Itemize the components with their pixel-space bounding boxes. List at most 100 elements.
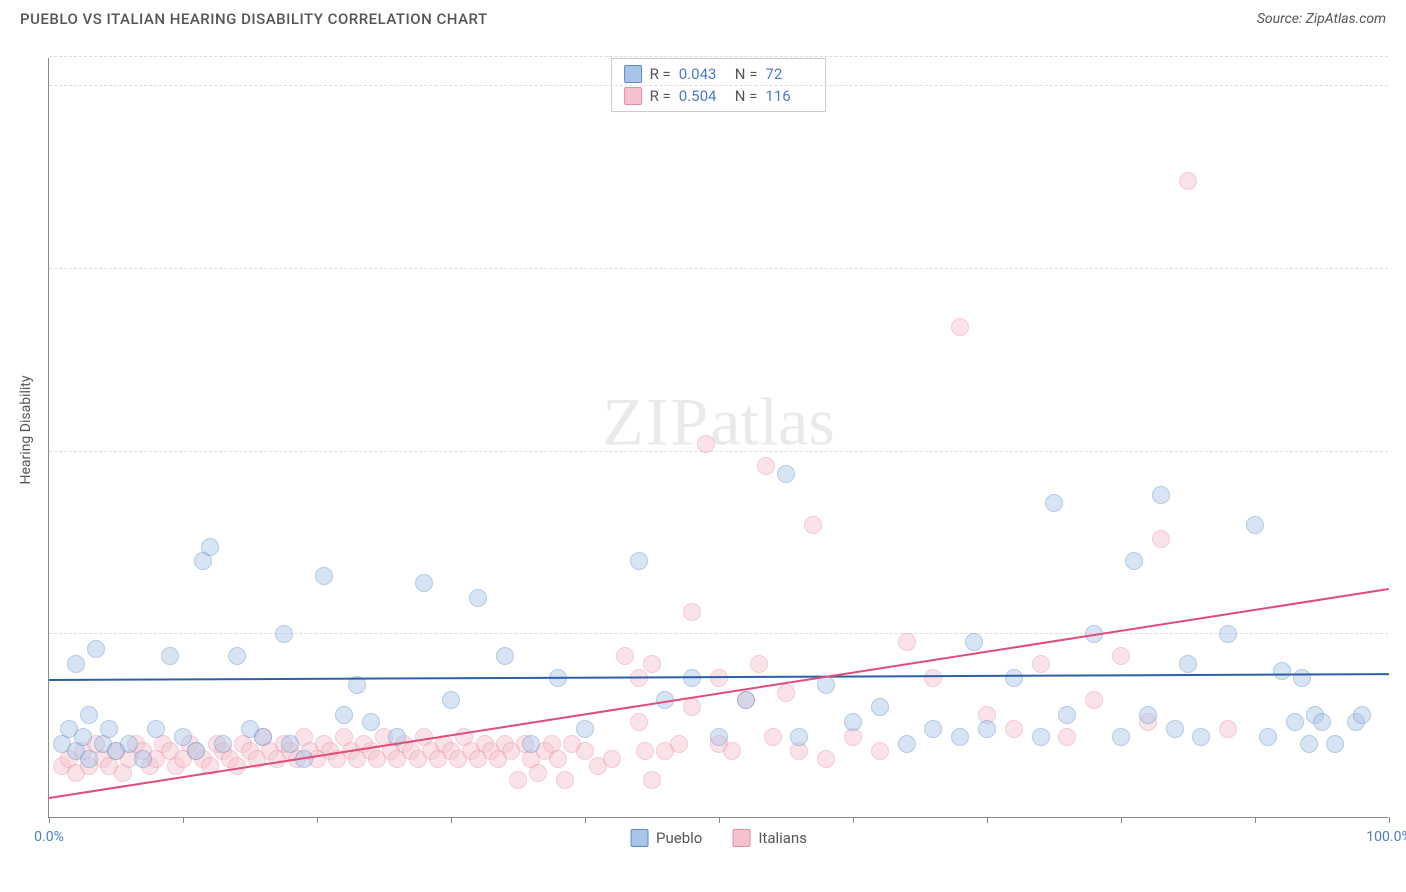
scatter-point-italians (757, 457, 775, 475)
x-tick (987, 817, 988, 823)
scatter-point-pueblo (777, 465, 795, 483)
x-tick (183, 817, 184, 823)
scatter-point-italians (636, 742, 654, 760)
scatter-point-italians (1219, 720, 1237, 738)
scatter-point-italians (723, 742, 741, 760)
x-tick (49, 817, 50, 823)
scatter-point-pueblo (1313, 713, 1331, 731)
scatter-point-pueblo (469, 589, 487, 607)
scatter-point-pueblo (362, 713, 380, 731)
scatter-point-pueblo (1125, 552, 1143, 570)
scatter-point-pueblo (80, 706, 98, 724)
watermark-atlas: atlas (710, 384, 835, 460)
swatch-pueblo (624, 65, 642, 83)
bottom-legend: Pueblo Italians (630, 829, 807, 847)
stat-n-italians: 116 (765, 87, 813, 105)
scatter-point-pueblo (522, 735, 540, 753)
scatter-point-pueblo (415, 574, 433, 592)
scatter-point-italians (1112, 647, 1130, 665)
scatter-point-pueblo (898, 735, 916, 753)
scatter-point-italians (871, 742, 889, 760)
scatter-point-pueblo (737, 691, 755, 709)
scatter-point-pueblo (1152, 486, 1170, 504)
chart-plot-area: ZIPatlas R = 0.043 N = 72 R = 0.504 N = … (48, 58, 1388, 818)
grid-line (49, 85, 1388, 86)
scatter-point-italians (777, 684, 795, 702)
x-tick (1389, 817, 1390, 823)
scatter-point-pueblo (710, 728, 728, 746)
scatter-point-italians (1179, 172, 1197, 190)
grid-line (49, 633, 1388, 634)
scatter-point-pueblo (871, 698, 889, 716)
legend-item-italians: Italians (732, 829, 807, 847)
x-tick (317, 817, 318, 823)
stat-n-pueblo: 72 (765, 65, 813, 83)
scatter-point-italians (1005, 720, 1023, 738)
watermark-zip: ZIP (602, 384, 710, 460)
scatter-point-pueblo (965, 633, 983, 651)
scatter-point-italians (1152, 530, 1170, 548)
scatter-point-italians (556, 771, 574, 789)
scatter-point-italians (529, 764, 547, 782)
scatter-point-pueblo (281, 735, 299, 753)
swatch-italians (732, 829, 750, 847)
scatter-point-pueblo (951, 728, 969, 746)
scatter-point-italians (710, 669, 728, 687)
scatter-point-pueblo (442, 691, 460, 709)
x-tick-label: 100.0% (1366, 829, 1406, 845)
scatter-point-pueblo (1219, 625, 1237, 643)
scatter-point-pueblo (1353, 706, 1371, 724)
scatter-point-pueblo (1112, 728, 1130, 746)
x-tick (853, 817, 854, 823)
scatter-point-pueblo (576, 720, 594, 738)
scatter-point-pueblo (174, 728, 192, 746)
x-tick (1121, 817, 1122, 823)
x-tick (585, 817, 586, 823)
scatter-point-italians (750, 655, 768, 673)
scatter-point-italians (1085, 691, 1103, 709)
stat-row-pueblo: R = 0.043 N = 72 (624, 63, 814, 85)
scatter-point-italians (630, 713, 648, 731)
y-axis-label: Hearing Disability (18, 376, 34, 485)
chart-source: Source: ZipAtlas.com (1257, 11, 1386, 27)
scatter-point-italians (1032, 655, 1050, 673)
scatter-point-pueblo (817, 676, 835, 694)
scatter-point-italians (576, 742, 594, 760)
scatter-point-pueblo (315, 567, 333, 585)
grid-line (49, 56, 1388, 57)
x-tick (719, 817, 720, 823)
stat-r-italians: 0.504 (679, 87, 727, 105)
grid-line (49, 451, 1388, 452)
scatter-point-pueblo (790, 728, 808, 746)
scatter-point-pueblo (630, 552, 648, 570)
scatter-point-pueblo (1058, 706, 1076, 724)
scatter-point-pueblo (1326, 735, 1344, 753)
scatter-point-pueblo (187, 742, 205, 760)
stat-n-label: N = (735, 87, 758, 105)
scatter-point-italians (764, 728, 782, 746)
scatter-point-italians (924, 669, 942, 687)
scatter-point-italians (549, 750, 567, 768)
scatter-point-italians (643, 771, 661, 789)
scatter-point-italians (898, 633, 916, 651)
stat-r-label: R = (650, 65, 671, 83)
scatter-point-pueblo (496, 647, 514, 665)
scatter-point-pueblo (254, 728, 272, 746)
scatter-point-pueblo (1032, 728, 1050, 746)
scatter-point-pueblo (1273, 662, 1291, 680)
stat-r-pueblo: 0.043 (679, 65, 727, 83)
scatter-point-italians (683, 603, 701, 621)
scatter-point-pueblo (67, 655, 85, 673)
legend-label-pueblo: Pueblo (656, 829, 702, 847)
scatter-point-pueblo (1179, 655, 1197, 673)
stat-n-label: N = (735, 65, 758, 83)
scatter-point-pueblo (1139, 706, 1157, 724)
scatter-point-pueblo (147, 720, 165, 738)
stat-row-italians: R = 0.504 N = 116 (624, 85, 814, 107)
x-tick-label: 0.0% (34, 829, 64, 845)
scatter-point-italians (670, 735, 688, 753)
scatter-point-pueblo (1005, 669, 1023, 687)
scatter-point-pueblo (134, 750, 152, 768)
scatter-point-italians (804, 516, 822, 534)
scatter-point-italians (683, 698, 701, 716)
